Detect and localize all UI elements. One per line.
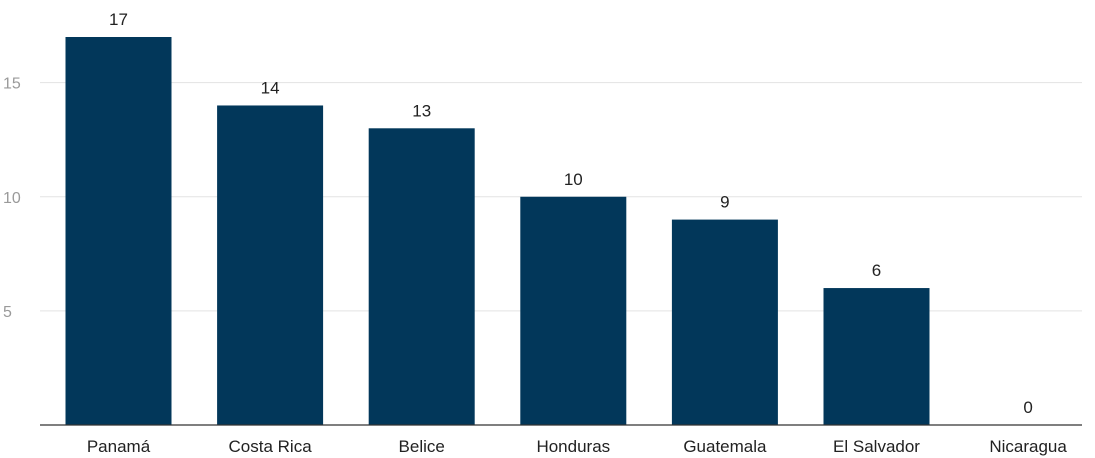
x-tick-label-honduras: Honduras (536, 437, 610, 456)
data-label-guatemala: 9 (720, 193, 729, 212)
bar-guatemala (671, 219, 778, 425)
data-label-honduras: 10 (564, 170, 583, 189)
data-label-belice: 13 (412, 101, 431, 120)
y-tick-label-15: 15 (3, 76, 21, 93)
x-tick-label-nicaragua: Nicaragua (989, 437, 1067, 456)
data-label-el-salvador: 6 (872, 261, 881, 280)
data-label-costa-rica: 14 (261, 78, 280, 97)
y-tick-label-10: 10 (3, 190, 21, 207)
bars (65, 37, 930, 426)
bar-costa-rica (217, 105, 324, 426)
x-tick-label-panam-: Panamá (87, 437, 151, 456)
bar-honduras (520, 196, 627, 425)
data-label-panam-: 17 (109, 10, 128, 29)
data-label-nicaragua: 0 (1023, 398, 1032, 417)
x-tick-label-el-salvador: El Salvador (833, 437, 920, 456)
y-tick-label-5: 5 (3, 304, 12, 321)
bar-panam- (65, 37, 172, 425)
x-axis-tick-labels: Panamá Costa Rica Belice Honduras Guatemala E… (87, 437, 1068, 456)
bar-belice (368, 128, 475, 425)
x-tick-label-belice: Belice (399, 437, 445, 456)
bar-el-salvador (823, 288, 930, 425)
y-axis-tick-labels: 5 10 15 (3, 76, 21, 321)
x-tick-label-costa-rica: Costa Rica (229, 437, 313, 456)
data-labels: 17 14 13 10 9 6 0 (109, 10, 1033, 417)
x-tick-label-guatemala: Guatemala (683, 437, 767, 456)
